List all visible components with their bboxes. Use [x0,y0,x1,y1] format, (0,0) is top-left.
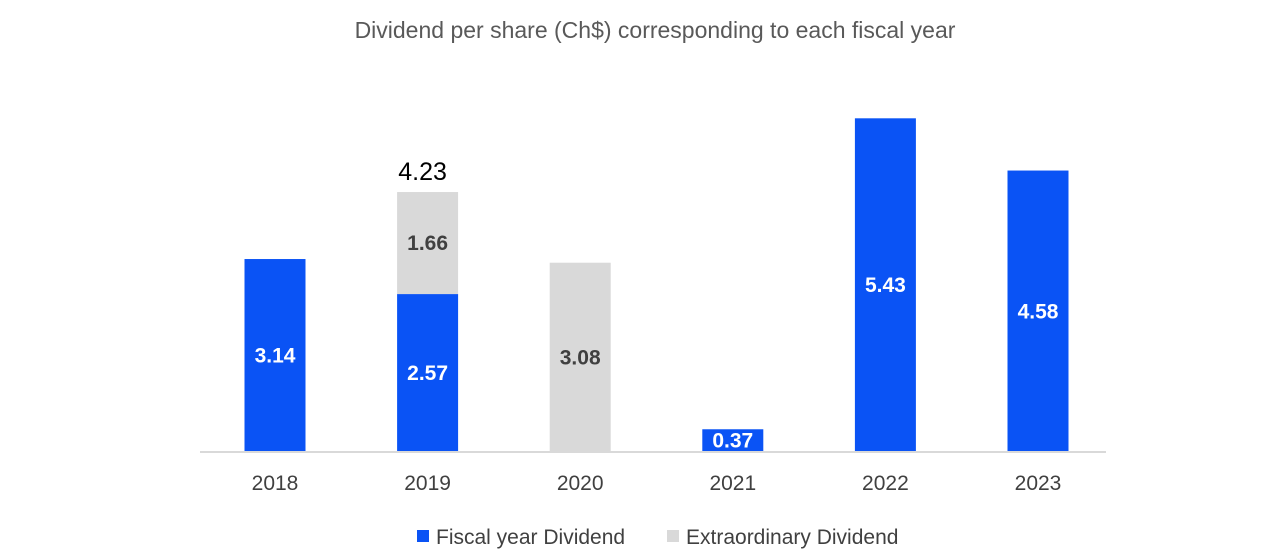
legend: Fiscal year Dividend Extraordinary Divide… [417,526,898,549]
data-label: 3.08 [560,346,601,369]
bar-2023-fiscal [1007,170,1069,452]
data-label: 5.43 [865,274,906,297]
x-tick-label: 2020 [557,472,604,495]
data-label: 0.37 [712,430,753,453]
bar-2019-extraordinary [397,192,459,295]
data-label: 2.57 [407,362,448,385]
chart-title: Dividend per share (Ch$) corresponding t… [355,17,956,43]
bar-2021-fiscal [702,429,764,452]
x-tick-label: 2022 [862,472,909,495]
bar-2020-extraordinary [549,262,611,452]
legend-label: Extraordinary Dividend [686,526,898,549]
legend-swatch-fiscal [417,530,429,542]
x-tick-label: 2021 [709,472,756,495]
bar-2018-fiscal [244,259,306,452]
data-label: 1.66 [407,232,448,255]
legend-label: Fiscal year Dividend [436,526,625,549]
legend-swatch-extraordinary [667,530,679,542]
bar-2022-fiscal [854,118,916,452]
data-label: 3.14 [255,345,296,368]
bar-2019-fiscal [397,294,459,452]
data-label: 4.58 [1018,300,1059,323]
x-tick-labels: 2018 2019 2020 2021 2022 2023 [252,472,1062,495]
x-tick-label: 2019 [404,472,451,495]
x-tick-label: 2018 [252,472,299,495]
bars-group: 3.14 2.57 1.66 4.23 3.08 0.37 5.43 4.58 [244,118,1069,453]
x-tick-label: 2023 [1015,472,1062,495]
total-label: 4.23 [398,158,447,186]
